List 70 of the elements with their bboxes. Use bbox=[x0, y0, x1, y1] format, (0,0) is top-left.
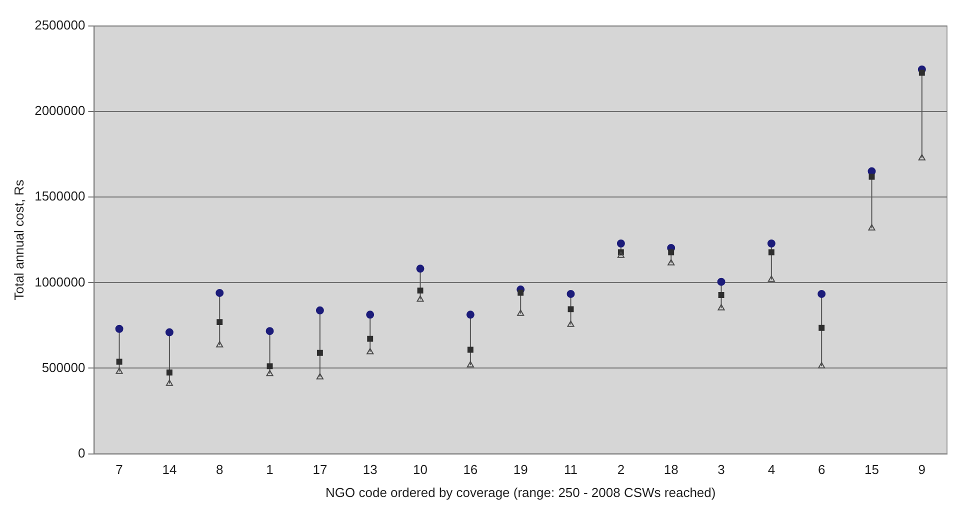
y-axis-title: Total annual cost, Rs bbox=[11, 179, 26, 300]
point bbox=[367, 336, 374, 342]
x-tick-label: 18 bbox=[664, 462, 678, 478]
y-tick-label: 1000000 bbox=[34, 274, 86, 290]
point bbox=[366, 348, 374, 354]
point bbox=[518, 290, 524, 296]
y-tick-label: 2000000 bbox=[34, 103, 86, 118]
point bbox=[718, 304, 725, 310]
point bbox=[216, 288, 224, 297]
y-tick-label: 0 bbox=[78, 445, 86, 460]
point bbox=[116, 368, 123, 374]
point bbox=[466, 310, 474, 319]
x-tick-label: 8 bbox=[216, 462, 224, 478]
point bbox=[266, 327, 274, 336]
point bbox=[568, 306, 574, 312]
point bbox=[266, 363, 273, 370]
point bbox=[868, 224, 876, 231]
y-tick-label: 2500000 bbox=[34, 18, 86, 33]
x-tick-label: 13 bbox=[362, 462, 378, 478]
x-tick-label: 14 bbox=[162, 462, 177, 478]
x-tick-label: 16 bbox=[463, 462, 478, 478]
point bbox=[165, 328, 174, 336]
point bbox=[216, 319, 223, 326]
point bbox=[818, 290, 826, 298]
x-tick-label: 11 bbox=[564, 462, 578, 478]
point bbox=[767, 239, 776, 248]
point bbox=[116, 358, 122, 365]
y-tick-label: 500000 bbox=[42, 360, 86, 375]
point bbox=[417, 288, 424, 294]
point bbox=[617, 252, 624, 258]
point bbox=[316, 306, 324, 314]
point bbox=[818, 362, 826, 368]
point bbox=[768, 249, 774, 256]
x-tick-label: 7 bbox=[116, 462, 123, 478]
point bbox=[216, 341, 224, 348]
point bbox=[266, 370, 274, 376]
point bbox=[718, 292, 724, 298]
x-tick-label: 19 bbox=[513, 462, 528, 478]
point bbox=[918, 154, 926, 160]
point bbox=[768, 276, 775, 282]
point bbox=[668, 249, 674, 256]
x-tick-label: 1 bbox=[266, 462, 274, 478]
x-tick-label: 6 bbox=[818, 462, 826, 478]
x-tick-label: 2 bbox=[617, 462, 625, 478]
point bbox=[567, 320, 574, 327]
point bbox=[467, 346, 474, 353]
x-tick-label: 10 bbox=[413, 462, 428, 478]
point bbox=[918, 70, 925, 76]
point bbox=[717, 278, 726, 286]
point bbox=[316, 350, 323, 356]
x-tick-label: 9 bbox=[918, 462, 926, 478]
x-tick-label: 17 bbox=[312, 462, 328, 478]
x-axis-title: NGO code ordered by coverage (range: 250 - 2008 CSWs reached) bbox=[326, 484, 716, 500]
point bbox=[466, 361, 474, 368]
point bbox=[316, 373, 324, 380]
point bbox=[566, 290, 575, 298]
x-tick-label: 4 bbox=[768, 462, 776, 478]
point bbox=[668, 259, 675, 266]
point bbox=[616, 239, 625, 248]
point bbox=[517, 310, 524, 316]
point bbox=[166, 370, 172, 376]
point bbox=[416, 264, 424, 273]
point bbox=[818, 324, 825, 331]
y-tick-label: 1500000 bbox=[34, 188, 86, 204]
point bbox=[366, 310, 374, 319]
point bbox=[166, 380, 173, 386]
x-tick-label: 15 bbox=[864, 462, 879, 478]
point bbox=[115, 324, 124, 333]
x-tick-label: 3 bbox=[718, 462, 725, 478]
point bbox=[416, 295, 424, 302]
